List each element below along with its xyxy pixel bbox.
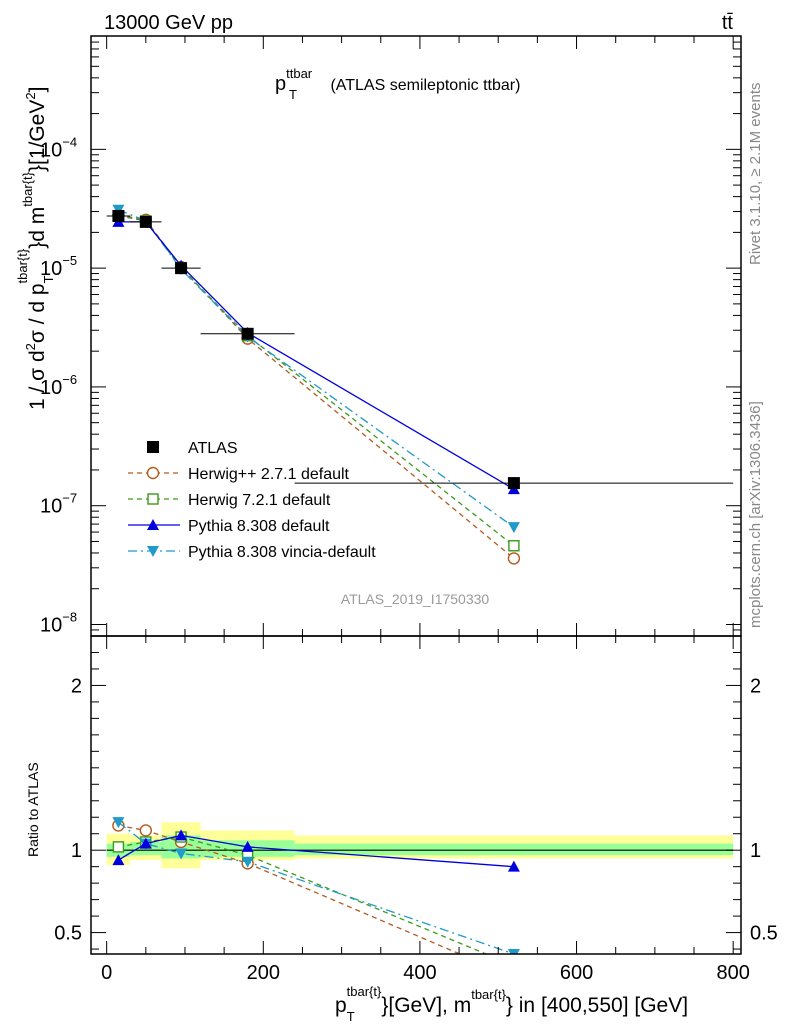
- side-mcplots-label: mcplots.cern.ch [arXiv:1306.3436]: [747, 401, 764, 628]
- x-tick-label-1: 200: [247, 962, 280, 984]
- main-line-herwigpp: [118, 214, 515, 559]
- analysis-watermark: ATLAS_2019_I1750330: [341, 591, 490, 607]
- legend-entry-atlas: ATLAS: [147, 440, 238, 457]
- legend-marker-atlas: [147, 441, 159, 453]
- main-line-herwig7: [118, 215, 515, 547]
- ratio-y-tick-label-left-2: 2: [71, 675, 82, 697]
- ratio-point-pythia-0: [112, 854, 125, 866]
- ratio-point-vincia-0: [112, 817, 125, 829]
- ratio-series-group: [112, 817, 520, 954]
- svg-text:1 / σ d2σ / d pTtbar{t}}d mtba: 1 / σ d2σ / d pTtbar{t}}d mtbar{t}}[1/Ge…: [15, 87, 56, 410]
- main-line-pythia: [118, 221, 515, 490]
- ratio-point-pythia-2: [175, 829, 188, 841]
- ratio-point-herwig7-0: [112, 841, 125, 853]
- main-point-atlas-3: [241, 327, 254, 340]
- axes-layer: 0 200 400 600 800 10−8 10−7 10−6 10−5 10−4 0.5 0.5 1…: [40, 35, 778, 984]
- main-point-vincia-4: [507, 522, 520, 534]
- main-y-tick-label-1: 10−7: [40, 491, 77, 518]
- legend-entry-vincia: Pythia 8.308 vincia-default: [128, 544, 376, 561]
- main-y-tick-label-0: 10−8: [40, 609, 77, 636]
- ratio-y-axis-label: Ratio to ATLAS: [25, 762, 41, 857]
- legend-entry-pythia: Pythia 8.308 default: [128, 518, 330, 535]
- x-tick-label-4: 800: [716, 962, 749, 984]
- legend-entry-herwigpp: Herwig++ 2.7.1 default: [128, 466, 350, 483]
- ratio-point-vincia-4: [507, 949, 520, 954]
- series-layer: [106, 204, 734, 954]
- header-right-label: tt̄: [722, 12, 734, 34]
- x-tick-label-3: 600: [560, 962, 593, 984]
- x-tick-label-0: 0: [101, 962, 112, 984]
- ratio-y-tick-label-left-0: 0.5: [54, 923, 82, 945]
- main-y-tick-label-2: 10−6: [40, 372, 77, 399]
- main-y-tick-label-3: 10−5: [40, 253, 77, 280]
- legend-entry-herwig7: Herwig 7.2.1 default: [128, 492, 331, 509]
- main-point-atlas-1: [139, 215, 152, 228]
- legend-marker-vincia: [147, 546, 159, 557]
- ratio-y-tick-label-right-0: 0.5: [750, 923, 778, 945]
- svg-text:pTtbar{t}}[GeV], mtbar{t}} in: pTtbar{t}}[GeV], mtbar{t}} in [400,550] …: [335, 984, 688, 1024]
- legend-label-atlas: ATLAS: [188, 440, 238, 457]
- ratio-y-tick-label-right-2: 2: [750, 675, 761, 697]
- ratio-point-pythia-4: [507, 860, 520, 872]
- main-point-atlas-2: [175, 262, 188, 275]
- main-y-tick-label-4: 10−4: [40, 134, 77, 161]
- x-axis-label: pTtbar{t}}[GeV], mtbar{t}} in [400,550] …: [335, 984, 688, 1024]
- main-y-axis-label: 1 / σ d2σ / d pTtbar{t}}d mtbar{t}}[1/Ge…: [15, 87, 56, 410]
- main-point-herwig7-4: [508, 540, 520, 552]
- legend-marker-herwig7: [147, 493, 159, 505]
- ratio-point-herwigpp-1: [139, 824, 153, 837]
- main-point-atlas-4: [507, 477, 520, 490]
- legend-label-herwig7: Herwig 7.2.1 default: [188, 492, 331, 509]
- legend-marker-herwigpp: [146, 466, 160, 480]
- legend-label-herwigpp: Herwig++ 2.7.1 default: [188, 466, 350, 483]
- ratio-band-inner-4: [294, 843, 734, 856]
- ratio-y-tick-label-left-1: 1: [71, 840, 82, 862]
- ratio-point-vincia-2: [175, 848, 188, 860]
- header-left-label: 13000 GeV pp: [104, 12, 233, 34]
- main-series-group: [106, 204, 734, 565]
- ratio-point-pythia-3: [241, 840, 254, 852]
- ratio-frame: [90, 635, 742, 955]
- x-tick-label-2: 400: [403, 962, 436, 984]
- ratio-uncertainty-bands: [106, 822, 734, 869]
- legend-label-pythia: Pythia 8.308 default: [188, 518, 330, 535]
- ratio-point-pythia-1: [139, 837, 152, 849]
- plot-title: pttbar T (ATLAS semileptonic ttbar): [275, 66, 520, 102]
- legend-label-vincia: Pythia 8.308 vincia-default: [188, 544, 376, 561]
- legend: ATLAS Herwig++ 2.7.1 default Herwig 7.2.1 …: [128, 440, 376, 561]
- main-point-herwigpp-4: [507, 552, 521, 565]
- legend-marker-pythia: [147, 519, 159, 530]
- side-rivet-label: Rivet 3.1.10, ≥ 2.1M events: [747, 83, 764, 266]
- main-point-atlas-0: [112, 209, 125, 222]
- ratio-point-vincia-3: [241, 856, 254, 868]
- ratio-y-tick-label-right-1: 1: [750, 840, 761, 862]
